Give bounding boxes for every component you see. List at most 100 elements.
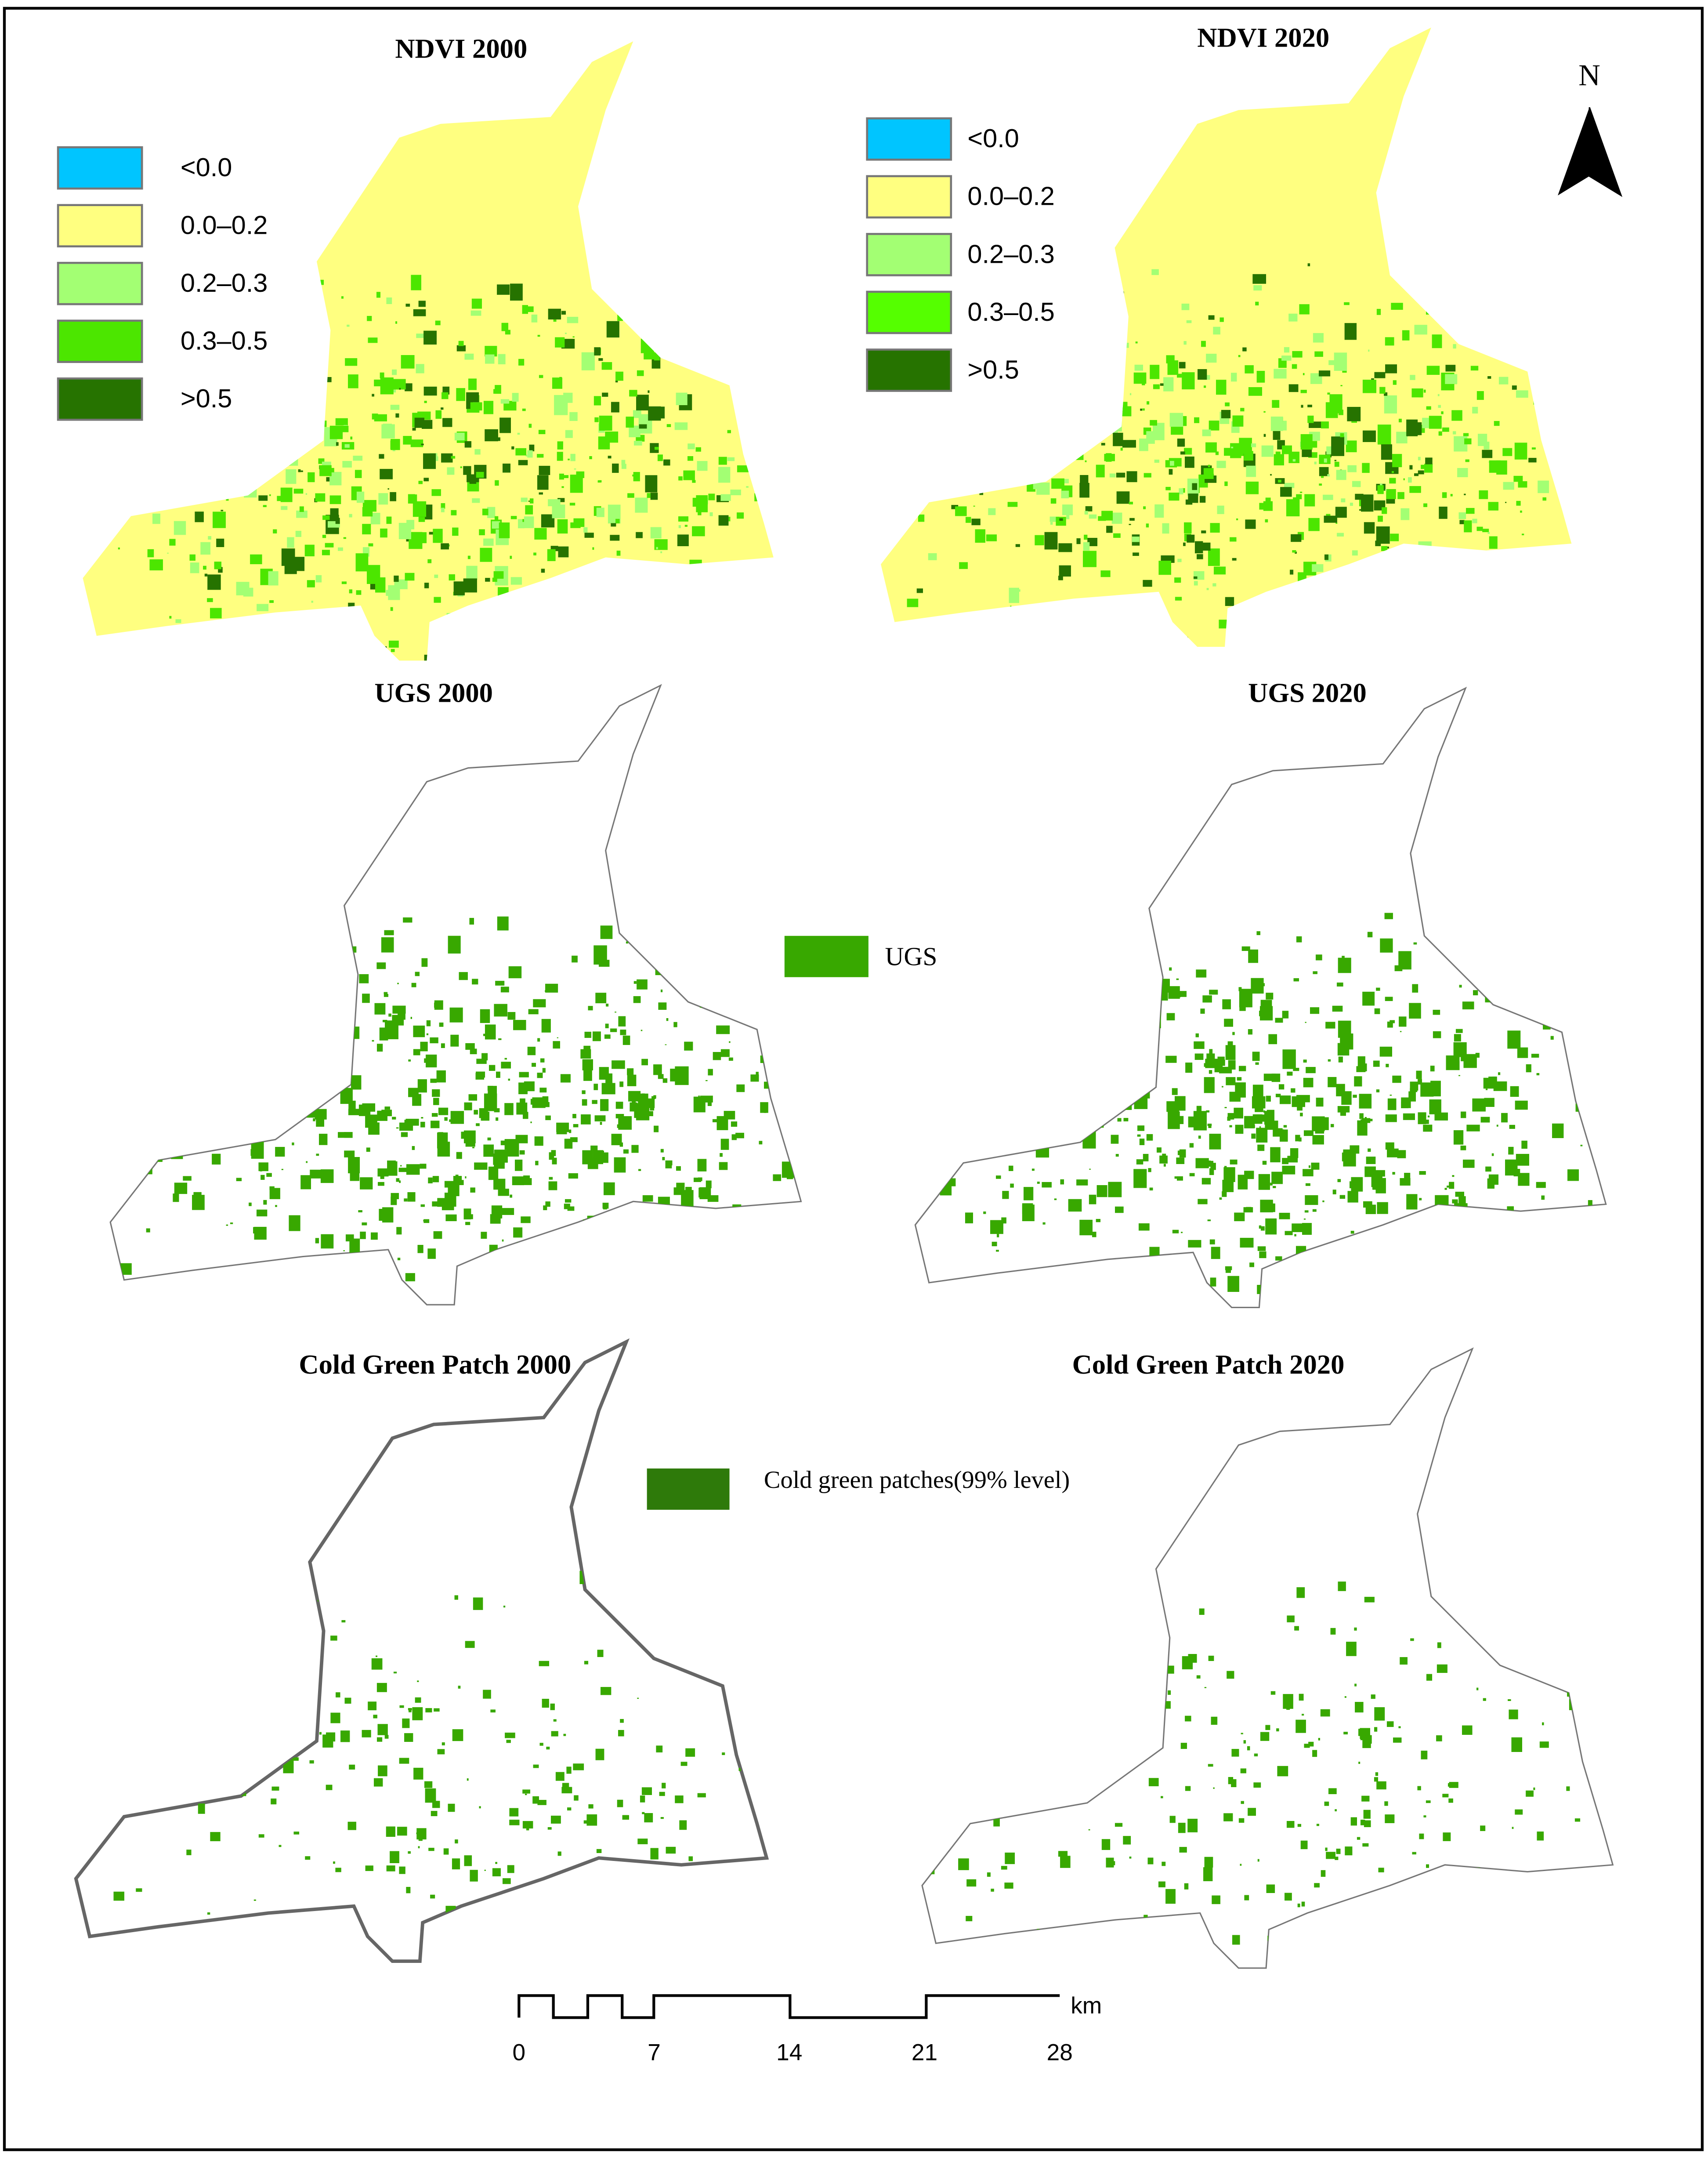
green-patch bbox=[759, 1141, 763, 1145]
green-patch bbox=[418, 301, 426, 307]
green-patch bbox=[610, 1028, 617, 1032]
green-patch bbox=[1240, 1237, 1254, 1248]
green-patch bbox=[1196, 1675, 1201, 1679]
green-patch bbox=[324, 633, 332, 641]
green-patch bbox=[531, 314, 538, 323]
green-patch bbox=[525, 505, 533, 515]
green-patch bbox=[439, 1023, 444, 1027]
green-patch bbox=[416, 334, 424, 338]
green-patch bbox=[523, 1112, 528, 1119]
green-patch bbox=[1588, 1200, 1592, 1207]
green-patch bbox=[1326, 1852, 1336, 1859]
green-patch bbox=[938, 1822, 945, 1827]
green-patch bbox=[253, 1899, 256, 1901]
green-patch bbox=[301, 1701, 308, 1710]
green-patch bbox=[508, 966, 522, 979]
green-patch bbox=[784, 411, 791, 419]
green-patch bbox=[1138, 1223, 1150, 1231]
green-patch bbox=[1303, 373, 1305, 375]
green-patch bbox=[1602, 472, 1613, 478]
green-patch bbox=[376, 1044, 383, 1052]
green-patch bbox=[782, 635, 784, 636]
green-patch bbox=[1661, 426, 1665, 430]
green-patch bbox=[920, 1115, 926, 1122]
green-patch bbox=[1387, 546, 1389, 549]
green-patch bbox=[602, 1891, 608, 1896]
green-patch bbox=[1626, 1158, 1633, 1163]
legend-swatch bbox=[57, 261, 143, 305]
green-patch bbox=[844, 1099, 858, 1113]
green-patch bbox=[449, 943, 455, 949]
green-patch bbox=[1428, 1115, 1430, 1117]
green-patch bbox=[389, 640, 399, 648]
green-patch bbox=[1207, 1124, 1212, 1126]
green-patch bbox=[167, 433, 170, 436]
green-patch bbox=[1338, 410, 1343, 415]
green-patch bbox=[1228, 1777, 1234, 1784]
green-patch bbox=[1014, 1808, 1017, 1810]
green-patch bbox=[563, 1252, 577, 1265]
green-patch bbox=[551, 1815, 561, 1824]
region bbox=[921, 1348, 1614, 1969]
green-patch bbox=[1288, 313, 1298, 322]
green-patch bbox=[387, 1829, 391, 1835]
green-patch bbox=[1552, 1123, 1564, 1138]
green-patch bbox=[1086, 330, 1097, 337]
green-patch bbox=[1570, 1018, 1578, 1026]
green-patch bbox=[443, 1848, 449, 1855]
green-patch bbox=[417, 1680, 419, 1682]
green-patch bbox=[418, 481, 423, 484]
green-patch bbox=[1058, 288, 1060, 290]
green-patch bbox=[492, 577, 497, 582]
green-patch bbox=[993, 639, 997, 646]
green-patch bbox=[577, 1237, 581, 1240]
green-patch bbox=[1259, 1011, 1264, 1016]
green-patch bbox=[614, 1157, 626, 1173]
green-patch bbox=[1157, 1147, 1162, 1153]
green-patch bbox=[605, 1262, 608, 1265]
green-patch bbox=[1070, 1073, 1075, 1080]
green-patch bbox=[1649, 428, 1658, 439]
green-patch bbox=[300, 977, 311, 989]
green-patch bbox=[1459, 520, 1465, 524]
green-patch bbox=[114, 943, 128, 955]
green-patch bbox=[434, 597, 441, 603]
green-patch bbox=[1174, 577, 1181, 583]
green-patch bbox=[696, 1656, 700, 1661]
green-patch bbox=[594, 1115, 606, 1121]
green-patch bbox=[264, 1124, 275, 1139]
green-patch bbox=[1162, 1153, 1166, 1159]
green-patch bbox=[636, 532, 643, 538]
green-patch bbox=[1263, 1110, 1265, 1113]
green-patch bbox=[488, 1166, 499, 1180]
green-patch bbox=[250, 1774, 256, 1782]
green-patch bbox=[1448, 1798, 1453, 1803]
green-patch bbox=[1039, 943, 1041, 946]
green-patch bbox=[1609, 1788, 1613, 1795]
green-patch bbox=[275, 965, 278, 969]
green-patch bbox=[1183, 542, 1186, 546]
green-patch bbox=[497, 284, 510, 295]
green-patch bbox=[1244, 1116, 1255, 1128]
green-patch bbox=[379, 454, 384, 459]
green-patch bbox=[64, 566, 76, 584]
green-patch bbox=[1134, 364, 1143, 371]
green-patch bbox=[584, 1661, 589, 1665]
green-patch bbox=[1445, 374, 1458, 384]
green-patch bbox=[1132, 655, 1141, 660]
green-patch bbox=[981, 458, 984, 459]
green-patch bbox=[934, 463, 938, 468]
green-patch bbox=[279, 1845, 282, 1847]
green-patch bbox=[356, 491, 365, 503]
green-patch bbox=[322, 535, 326, 538]
green-patch bbox=[1305, 1965, 1306, 1966]
green-patch bbox=[258, 1162, 268, 1171]
green-patch bbox=[472, 1147, 474, 1149]
green-patch bbox=[1031, 1168, 1035, 1171]
green-patch bbox=[1493, 1893, 1500, 1898]
green-patch bbox=[773, 1174, 782, 1181]
green-patch bbox=[1301, 405, 1303, 408]
green-patch bbox=[487, 1137, 491, 1141]
panel-title: UGS 2020 bbox=[1248, 677, 1367, 708]
green-patch bbox=[1362, 991, 1375, 1006]
